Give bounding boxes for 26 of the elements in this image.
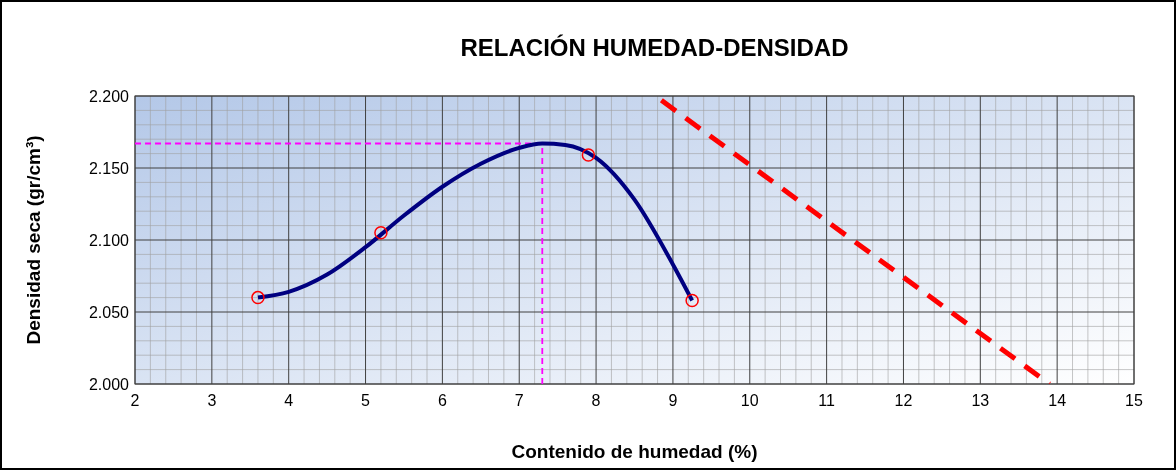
x-tick-label: 4 xyxy=(284,392,294,409)
x-tick-label: 13 xyxy=(971,392,990,409)
y-tick-label: 2.000 xyxy=(88,376,130,393)
point xyxy=(374,226,388,240)
x-tick-label: 2 xyxy=(130,392,140,409)
x-tick-label: 14 xyxy=(1048,392,1067,409)
point xyxy=(251,290,265,305)
x-tick-label: 11 xyxy=(818,392,836,409)
y-axis-title: Densidad seca (gr/cm³) xyxy=(23,135,44,345)
x-tick-label: 7 xyxy=(514,392,524,409)
y-tick-label: 2.100 xyxy=(88,232,130,249)
x-tick-label: 3 xyxy=(207,392,217,409)
point xyxy=(581,148,596,162)
x-tick-label: 12 xyxy=(894,392,913,409)
x-tick-label: 9 xyxy=(668,392,678,409)
chart-title: RELACIÓN HUMEDAD-DENSIDAD xyxy=(460,34,849,61)
y-tick-label: 2.200 xyxy=(88,88,130,105)
x-tick-label: 10 xyxy=(740,392,759,409)
y-tick-label: 2.150 xyxy=(88,160,130,177)
x-axis-title: Contenido de humedad (%) xyxy=(511,441,758,462)
x-tick-label: 15 xyxy=(1125,392,1143,409)
x-tick-label: 6 xyxy=(437,392,447,409)
point xyxy=(685,293,699,308)
x-tick-label: 8 xyxy=(591,392,601,409)
y-tick-label: 2.050 xyxy=(88,304,130,321)
x-tick-label: 5 xyxy=(361,392,371,409)
